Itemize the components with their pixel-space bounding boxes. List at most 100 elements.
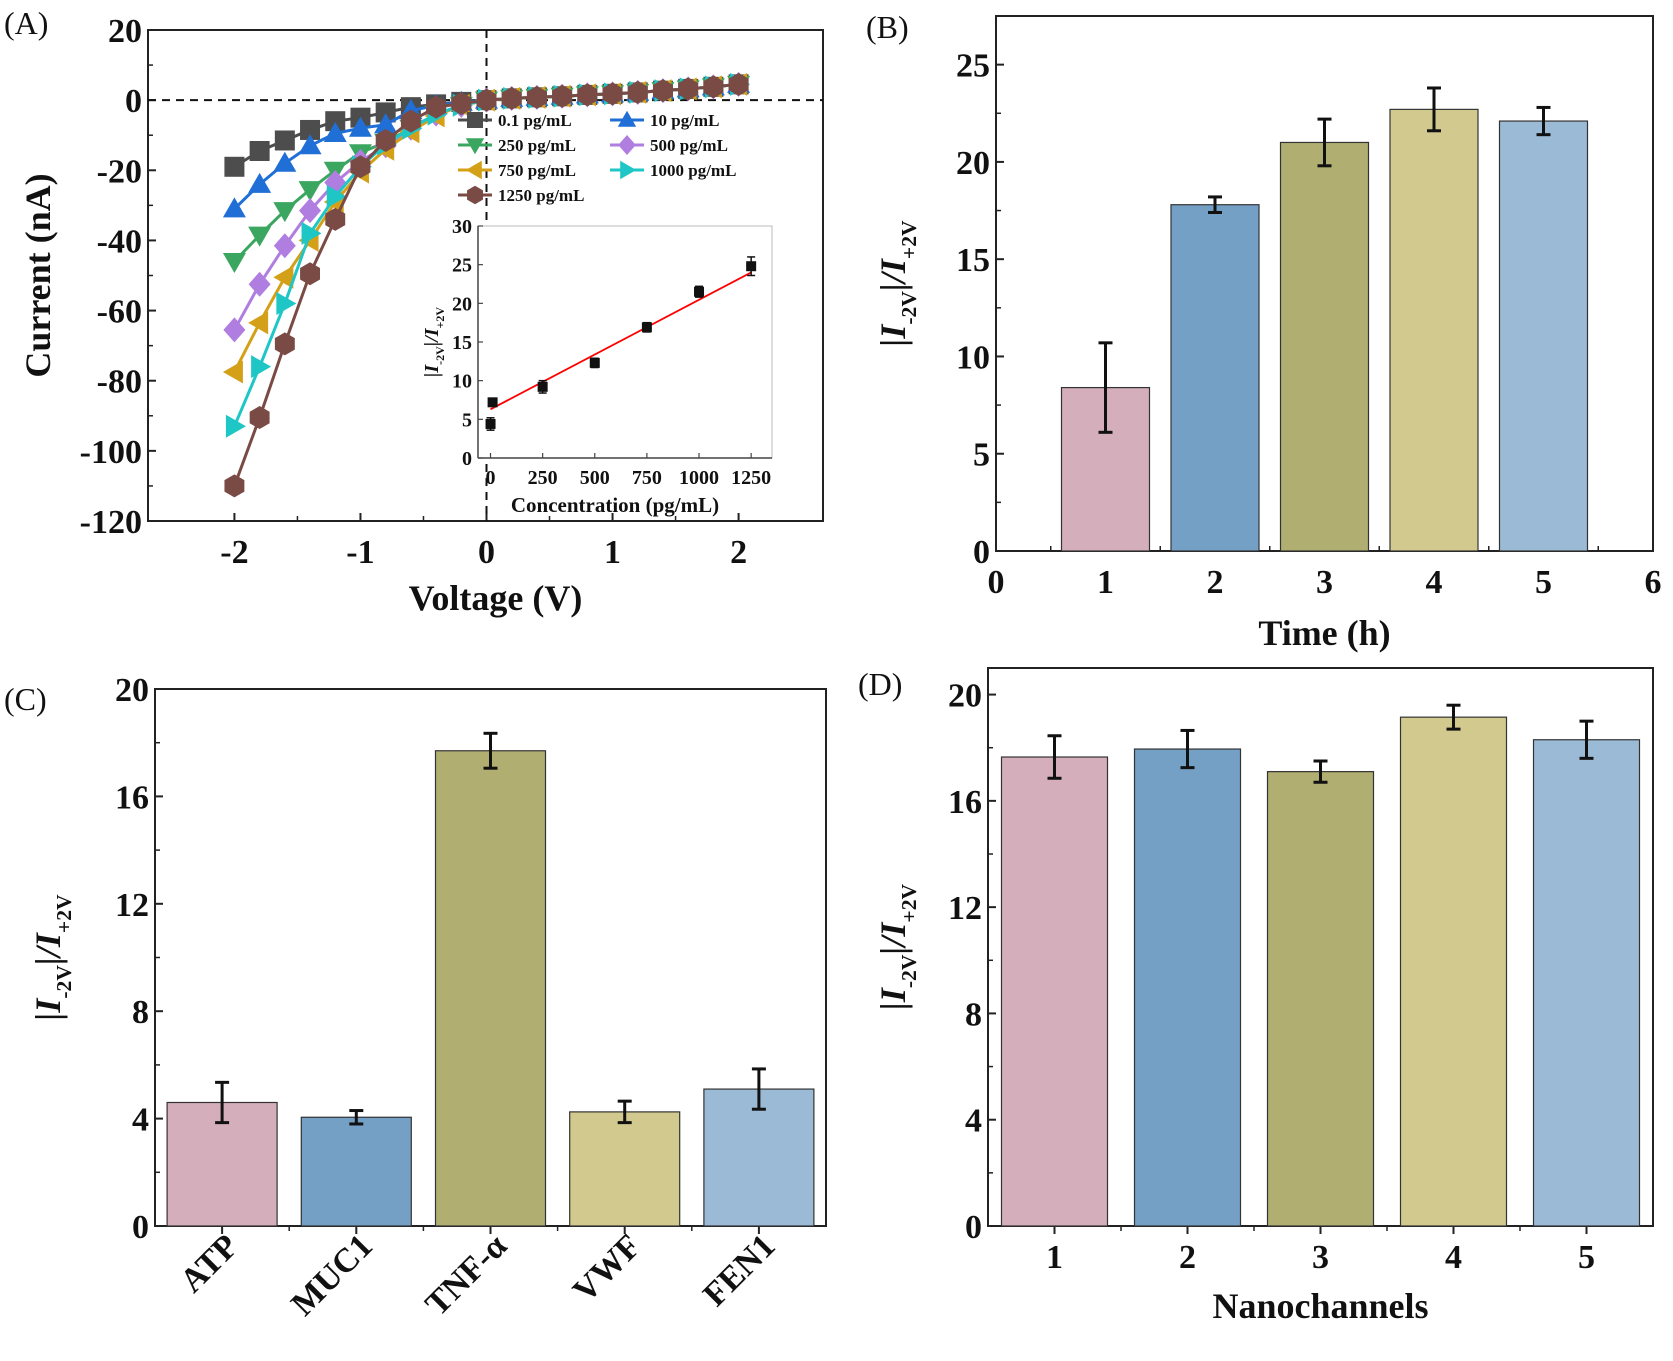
data-point	[300, 262, 321, 286]
data-point	[326, 185, 347, 209]
bar	[1389, 108, 1479, 552]
x-category-label: 1	[1046, 1239, 1063, 1276]
data-point	[577, 83, 598, 107]
y-tick-label: 25	[956, 48, 990, 85]
panel-b-time-bar-chart: (B) 0 5 10 15 20 25 0 1 2 3 4 5 6 Time (h) |I-2V|/I+2V	[866, 9, 1662, 653]
legend-item: 250 pg/mL	[458, 136, 576, 155]
y-tick-label: 16	[948, 784, 982, 821]
x-tick-label-a: 1	[604, 534, 621, 571]
data-point	[526, 85, 547, 109]
x-axis-title: Time (h)	[1258, 613, 1390, 653]
x-tick-label: 1	[1097, 564, 1114, 601]
bar-group	[300, 1109, 412, 1227]
bar	[1170, 204, 1260, 552]
bar-group	[1399, 703, 1508, 1227]
y-tick-label: 20	[115, 672, 149, 709]
inset-data-point	[537, 379, 548, 394]
legend-marker	[465, 160, 482, 180]
legend-item: 500 pg/mL	[610, 135, 728, 155]
bar	[1266, 771, 1375, 1227]
bar-group	[1060, 341, 1151, 552]
legend-marker	[465, 138, 485, 155]
data-point	[678, 77, 699, 101]
x-category-label: 4	[1445, 1239, 1462, 1276]
x-category-label: FEN1	[696, 1227, 782, 1313]
x-tick-label: 6	[1645, 564, 1662, 601]
data-point	[300, 119, 321, 140]
panel-c-selectivity-bar-chart: (C) 0 4 8 12 16 20 ATP MUC1 TNF-α VWF FEN1 |I-2V|/I+…	[4, 672, 827, 1323]
y-tick-label-a: -40	[97, 223, 142, 260]
data-point	[224, 474, 245, 498]
x-tick-label-a: 0	[478, 534, 495, 571]
data-point	[348, 116, 372, 137]
inset-y-tick-label: 0	[462, 448, 472, 470]
legend-item: 1250 pg/mL	[458, 185, 584, 205]
y-tick-label-a: 20	[108, 13, 142, 50]
inset-data-point	[746, 256, 757, 277]
bar	[1133, 748, 1242, 1227]
bar-group	[1532, 719, 1641, 1227]
y-axis-title-part: -2V	[897, 954, 921, 988]
legend-marker	[617, 110, 637, 127]
data-point	[224, 156, 245, 177]
legend-a: 0.1 pg/mL 10 pg/mL 250 pg/mL 500 pg/mL 750 p…	[458, 110, 736, 205]
data-point	[248, 226, 272, 247]
data-point	[249, 406, 270, 430]
x-category-label: MUC1	[284, 1227, 380, 1323]
bar-group	[1279, 117, 1370, 552]
y-axis-title-part: -2V	[897, 291, 921, 325]
y-axis-title-part: |I	[421, 364, 443, 377]
bar	[703, 1088, 815, 1227]
data-point	[222, 197, 246, 218]
data-point	[223, 317, 246, 343]
legend-item: 750 pg/mL	[458, 160, 576, 180]
y-tick-label: 10	[956, 339, 990, 376]
legend-marker	[618, 135, 636, 155]
x-category-label: TNF-α	[418, 1227, 514, 1323]
data-point	[273, 265, 294, 289]
y-tick-label: 12	[948, 890, 982, 927]
bar	[1532, 739, 1641, 1227]
panel-label: (D)	[858, 666, 902, 702]
y-tick-label-a: -20	[97, 153, 142, 190]
bar	[1498, 120, 1589, 552]
bar-group	[703, 1067, 815, 1227]
bar-group	[1266, 759, 1375, 1227]
data-point	[375, 128, 396, 152]
data-point	[451, 92, 472, 116]
bar	[1279, 141, 1370, 552]
inset-y-tick-label: 10	[452, 371, 472, 393]
inset-y-tick-label: 15	[452, 332, 472, 354]
bar	[1000, 756, 1109, 1227]
point-marker	[487, 397, 498, 408]
panel-label: (C)	[4, 681, 47, 717]
data-point	[325, 207, 346, 231]
legend-item: 1000 pg/mL	[610, 160, 736, 180]
data-point	[476, 88, 497, 112]
inset-x-tick-label: 750	[632, 467, 662, 489]
data-point	[298, 134, 322, 155]
y-axis-title-part: +2V	[433, 307, 447, 329]
data-point	[374, 113, 398, 134]
x-tick-label-a: -2	[220, 534, 248, 571]
bar-group	[1170, 195, 1260, 552]
data-point	[298, 181, 322, 202]
inset-data-point	[487, 397, 498, 408]
y-tick-label: 20	[948, 678, 982, 715]
y-axis-title: |I-2V|/I+2V	[873, 220, 921, 347]
x-tick-label: 4	[1426, 564, 1443, 601]
y-axis-title-part: +2V	[52, 894, 76, 933]
bar-group	[1000, 734, 1109, 1227]
legend-item: 10 pg/mL	[610, 110, 719, 130]
x-axis-title-a: Voltage (V)	[409, 578, 583, 618]
bar-group	[569, 1099, 681, 1227]
bar-group	[166, 1080, 278, 1227]
legend-label: 500 pg/mL	[650, 136, 728, 155]
data-point	[273, 233, 296, 259]
data-point	[703, 75, 724, 99]
inset-x-tick-label: 1000	[679, 467, 719, 489]
legend-label: 10 pg/mL	[650, 111, 719, 130]
y-tick-label: 8	[132, 994, 149, 1031]
data-point	[400, 109, 421, 133]
